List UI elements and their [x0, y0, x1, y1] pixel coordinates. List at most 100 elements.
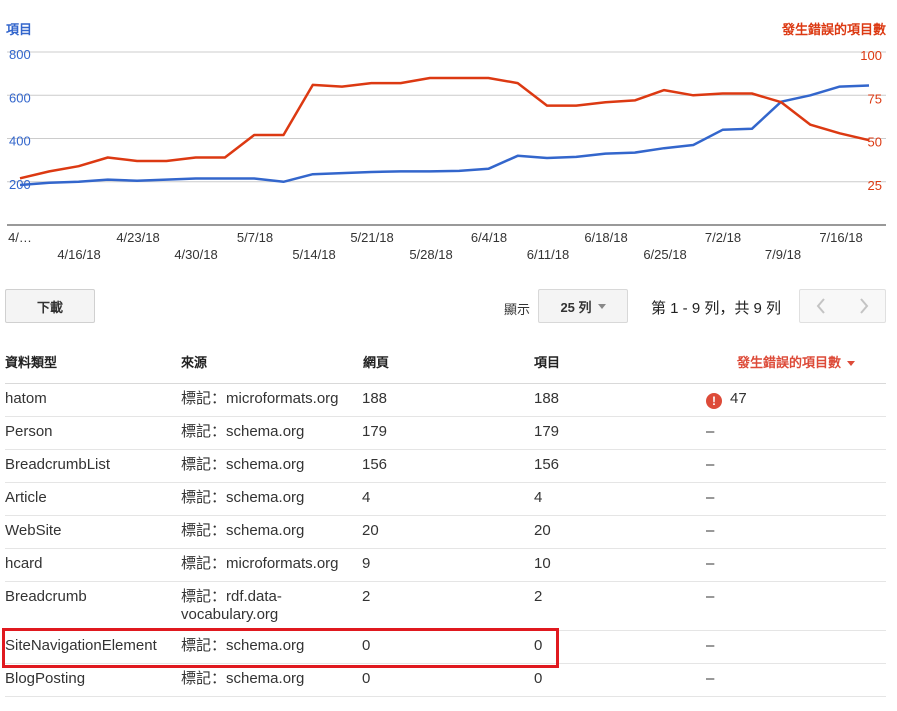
cell-pages: 0 [358, 663, 534, 697]
y-axis-tick-left: 600 [9, 90, 31, 105]
cell-pages-value: 156 [362, 456, 388, 473]
cell-pages-value: 0 [362, 670, 371, 687]
cell-data-type-value: BlogPosting [5, 670, 86, 687]
y-axis-tick-left: 200 [9, 177, 31, 192]
cell-errors-value: 47 [730, 390, 747, 407]
x-axis-tick-label: 7/9/18 [765, 247, 801, 262]
cell-data-type[interactable]: BlogPosting [5, 663, 181, 697]
column-header-items[interactable]: 項目 [534, 340, 710, 384]
x-axis-tick-label: 5/21/18 [350, 230, 393, 245]
cell-errors: – [706, 515, 882, 549]
cell-data-type[interactable]: WebSite [5, 515, 181, 549]
cell-source-value: 標記：microformats.org [181, 555, 339, 572]
table-row[interactable]: WebSite 標記：schema.org 20 20 – [5, 515, 886, 549]
rows-per-page-label: 顯示 [504, 302, 531, 317]
cell-errors-value: – [706, 555, 715, 572]
table-row[interactable]: hcard 標記：microformats.org 9 10 – [5, 548, 886, 582]
cell-data-type-value: hatom [5, 390, 47, 407]
cell-data-type[interactable]: Article [5, 482, 181, 516]
cell-items: 4 [534, 482, 710, 516]
cell-items: 2 [534, 581, 710, 631]
cell-pages-value: 9 [362, 555, 371, 572]
error-icon: ! [706, 393, 722, 409]
cell-source: 標記：schema.org [181, 630, 358, 664]
cell-pages-value: 179 [362, 423, 388, 440]
cell-items: 0 [534, 663, 710, 697]
cell-pages-value: 188 [362, 390, 388, 407]
cell-pages: 20 [358, 515, 534, 549]
x-axis-tick-label: 7/2/18 [705, 230, 741, 245]
right-axis-title: 發生錯誤的項目數 [781, 22, 886, 37]
cell-pages: 9 [358, 548, 534, 582]
x-axis-tick-label: 6/18/18 [584, 230, 627, 245]
x-axis-tick-label: 4/16/18 [57, 247, 100, 262]
table-row[interactable]: BlogPosting 標記：schema.org 0 0 – [5, 663, 886, 697]
cell-errors-value: – [706, 522, 715, 539]
cell-data-type-value: BreadcrumbList [5, 456, 111, 473]
x-axis-tick-label: 7/16/18 [819, 230, 862, 245]
cell-items-value: 156 [534, 456, 560, 473]
table-row[interactable]: SiteNavigationElement 標記：schema.org 0 0 – [5, 630, 886, 664]
column-header-errors-label: 發生錯誤的項目數 [737, 355, 842, 370]
cell-errors: – [706, 663, 882, 697]
column-header-errors[interactable]: 發生錯誤的項目數 [710, 340, 886, 384]
table-row[interactable]: Breadcrumb 標記：rdf.data-vocabulary.org 2 2 – [5, 581, 886, 631]
y-axis-tick-left: 400 [9, 134, 31, 149]
cell-data-type[interactable]: hatom [5, 383, 181, 417]
next-page-button[interactable] [842, 289, 886, 323]
table-header-row: 資料類型 來源 網頁 項目 發生錯誤的項目數 [5, 340, 886, 384]
cell-data-type[interactable]: Breadcrumb [5, 581, 181, 631]
cell-data-type[interactable]: SiteNavigationElement [5, 630, 181, 664]
previous-page-button[interactable] [799, 289, 843, 323]
chevron-left-icon [816, 298, 825, 314]
y-axis-tick-right: 50 [868, 135, 882, 150]
cell-pages: 2 [358, 581, 534, 631]
rows-per-page-select[interactable]: 25 列 [538, 289, 628, 323]
rows-per-page-value: 25 列 [560, 299, 592, 315]
cell-source: 標記：microformats.org [181, 383, 358, 417]
table-row[interactable]: hatom 標記：microformats.org 188 188! 47 [5, 383, 886, 417]
download-button[interactable]: 下載 [5, 289, 95, 323]
cell-source-value: 標記：rdf.data-vocabulary.org [181, 588, 282, 623]
cell-errors: ! 47 [706, 383, 882, 417]
cell-source: 標記：schema.org [181, 663, 358, 697]
cell-source-value: 標記：schema.org [181, 670, 305, 687]
cell-data-type[interactable]: BreadcrumbList [5, 449, 181, 483]
cell-source: 標記：schema.org [181, 482, 358, 516]
cell-data-type[interactable]: hcard [5, 548, 181, 582]
cell-pages: 188 [358, 383, 534, 417]
cell-pages-value: 2 [362, 588, 371, 605]
x-axis-tick-label: 6/4/18 [471, 230, 507, 245]
x-axis-tick-label: 6/11/18 [527, 247, 569, 262]
cell-data-type[interactable]: Person [5, 416, 181, 450]
cell-items-value: 20 [534, 522, 551, 539]
column-header-pages[interactable]: 網頁 [358, 340, 534, 384]
cell-items-value: 10 [534, 555, 551, 572]
cell-data-type-value: hcard [5, 555, 43, 572]
cell-data-type-value: Breadcrumb [5, 588, 87, 605]
table-row[interactable]: Person 標記：schema.org 179 179 – [5, 416, 886, 450]
cell-errors: – [706, 581, 882, 631]
table-row[interactable]: BreadcrumbList 標記：schema.org 156 156 – [5, 449, 886, 483]
cell-source-value: 標記：schema.org [181, 637, 305, 654]
x-axis-tick-label: 5/14/18 [292, 247, 335, 262]
cell-items-value: 4 [534, 489, 543, 506]
table-row[interactable]: Article 標記：schema.org 4 4 – [5, 482, 886, 516]
cell-items: 0 [534, 630, 710, 664]
series-line-errors [19, 76, 870, 180]
cell-errors-value: – [706, 423, 715, 440]
cell-errors: – [706, 482, 882, 516]
x-axis-tick-label: 4/… [8, 230, 32, 245]
cell-source: 標記：rdf.data-vocabulary.org [181, 581, 358, 631]
x-axis-tick-label: 6/25/18 [643, 247, 686, 262]
cell-items: 156 [534, 449, 710, 483]
column-header-type[interactable]: 資料類型 [5, 340, 181, 384]
cell-source: 標記：schema.org [181, 515, 358, 549]
cell-items-value: 0 [534, 670, 543, 687]
structured-data-table: 資料類型 來源 網頁 項目 發生錯誤的項目數 hatom 標記：microform… [5, 340, 886, 697]
cell-items: 179 [534, 416, 710, 450]
structured-data-chart: 項目 發生錯誤的項目數 200 400 600 800 25 50 75 100 4/… 4/23/1… [6, 22, 886, 262]
column-header-source[interactable]: 來源 [181, 340, 358, 384]
x-axis-tick-label: 5/7/18 [237, 230, 273, 245]
cell-pages: 179 [358, 416, 534, 450]
